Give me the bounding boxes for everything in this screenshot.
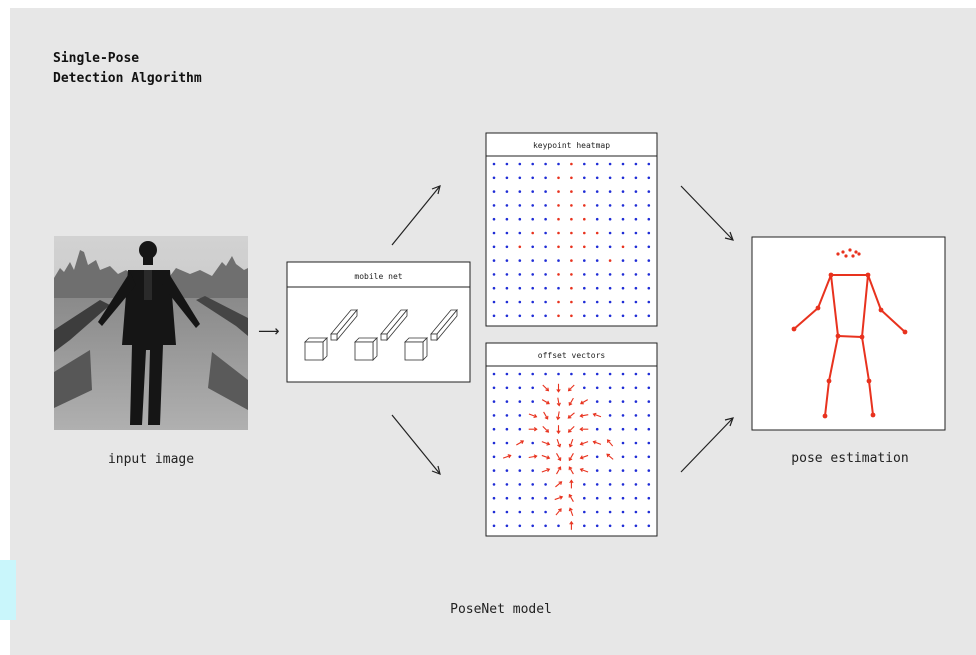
offset-arrow [502,454,512,459]
face-keypoint [848,248,852,252]
skeleton-joint [866,378,872,384]
arrow-net-to-heatmap [391,185,441,246]
offset-arrow [555,481,563,488]
output-caption: pose estimation [791,451,908,466]
offset-arrow [579,454,589,460]
offset-arrow [579,441,589,446]
offset-arrow [556,383,561,393]
offset-arrow [556,453,562,462]
skeleton-bone [793,307,819,330]
offset-arrow [556,425,561,435]
skeleton-joint [791,326,797,332]
input-photo [54,236,248,430]
diagram-title: Single-Pose Detection Algorithm [53,49,202,89]
skeleton-bone [868,380,874,416]
skeleton-joint [870,412,876,418]
face-keypoint [844,254,848,258]
offset-arrow [541,399,550,405]
offset-arrow [568,493,574,502]
edge-artifact [0,560,16,620]
skeleton-bone [824,380,830,417]
title-line-1: Single-Pose [53,51,140,66]
offset-arrow [554,495,564,501]
offset-arrow [556,439,562,448]
offset-arrow [541,454,551,460]
arrow-offsets-to-pose [680,417,734,473]
title-line-2: Detection Algorithm [53,71,202,86]
offset-arrow [567,412,575,419]
skeleton-joint [835,333,841,339]
offset-arrow [579,413,589,418]
mobile-net-label: mobile net [354,272,402,281]
offset-arrow [543,411,549,420]
offset-arrow [579,467,589,473]
skeleton-bone [861,336,870,382]
skeleton-bone [828,335,839,382]
offset-arrow [567,425,575,433]
input-caption: input image [108,452,194,467]
offset-arrow [516,440,525,446]
skeleton-bone [880,309,906,333]
offset-arrow [541,441,551,446]
offset-arrow [579,399,589,405]
skeleton-bone [861,274,869,338]
skeleton-joint [815,305,821,311]
offset-arrow [567,384,575,392]
offset-arrow [556,411,561,421]
skeleton-joint [902,329,908,335]
offset-arrow [568,439,574,448]
offset-arrow [555,508,562,516]
arrow-net-to-offsets [391,414,441,475]
mobile-net-box [286,261,471,383]
offset-arrow [542,384,550,392]
skeleton-joint [822,413,828,419]
offset-arrow [556,397,561,407]
offset-arrow [606,453,614,460]
offset-arrow [568,397,574,406]
heatmap-label: keypoint heatmap [533,141,610,150]
offset-vectors-panel [485,342,658,537]
offset-arrow [606,439,614,447]
arrow-input-to-net: ⟶ [258,322,280,340]
offset-arrow [528,454,538,459]
face-keypoint [854,250,858,254]
model-caption: PoseNet model [450,602,552,617]
pose-estimation-panel [751,236,946,431]
offset-arrow [569,479,574,489]
offset-arrow [568,453,574,462]
offset-arrow [541,467,551,473]
arrow-heatmap-to-pose [680,185,734,241]
offset-arrow [568,507,574,516]
skeleton-bone [817,274,832,309]
offset-label: offset vectors [538,351,606,360]
offset-arrow [542,425,550,433]
skeleton-bone [837,335,863,338]
skeleton-joint [826,378,832,384]
face-keypoint [836,252,840,256]
face-keypoint [851,254,855,258]
offset-arrow [568,466,574,475]
skeleton-joint [865,272,871,278]
skeleton-joint [878,307,884,313]
face-keypoint [841,250,845,254]
skeleton-bone [830,274,839,337]
keypoint-heatmap-panel [485,132,658,327]
offset-arrow [579,427,589,432]
offset-arrow [592,412,602,418]
offset-arrow [528,427,538,432]
skeleton-joint [828,272,834,278]
flow-arrows [391,185,734,475]
offset-arrow [569,520,574,530]
offset-arrow [556,466,562,475]
offset-arrow [528,413,538,419]
face-keypoint [857,252,861,256]
offset-arrow [592,440,602,445]
skeleton-bone [867,274,882,311]
skeleton-joint [859,334,865,340]
